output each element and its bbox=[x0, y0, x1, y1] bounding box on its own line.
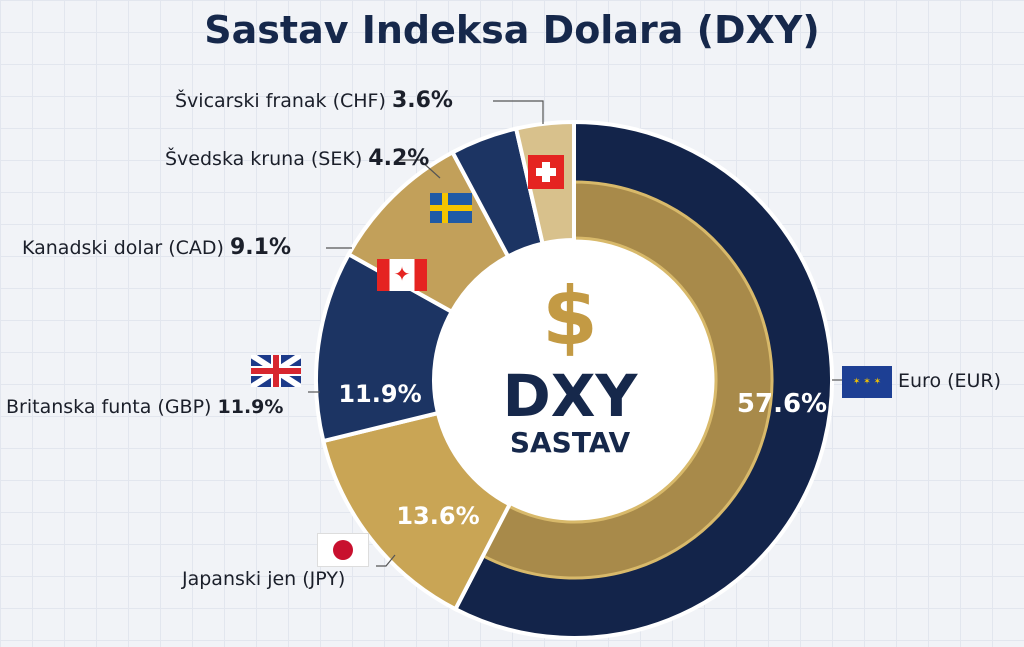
legend-label-gbp: Britanska funta (GBP) 11.9% bbox=[6, 396, 284, 418]
leader-line-jpy bbox=[376, 554, 396, 567]
japan-flag-icon bbox=[317, 533, 369, 567]
data-label-eur: 57.6% bbox=[737, 389, 827, 419]
legend-label-jpy: Japanski jen (JPY) bbox=[182, 568, 346, 590]
legend-label-chf: Švicarski franak (CHF) 3.6% bbox=[175, 88, 453, 113]
sweden-flag-icon bbox=[430, 193, 472, 223]
canada-flag-icon: ✦ bbox=[377, 259, 427, 291]
leader-line-chf bbox=[493, 100, 544, 124]
chart-title: Sastav Indeksa Dolara (DXY) bbox=[204, 8, 820, 52]
donut-hole bbox=[434, 240, 714, 520]
swiss-flag-icon bbox=[528, 155, 564, 189]
slice-eur-inner-ring bbox=[480, 180, 774, 580]
center-label-dxy: DXY bbox=[503, 362, 639, 430]
legend-label-sek: Švedska kruna (SEK) 4.2% bbox=[165, 146, 430, 171]
data-label-jpy: 13.6% bbox=[396, 502, 479, 530]
eu-flag-icon: ✶ ✶ ✶ bbox=[842, 366, 892, 398]
data-label-gbp: 11.9% bbox=[338, 380, 421, 408]
legend-label-cad: Kanadski dolar (CAD) 9.1% bbox=[22, 235, 291, 260]
uk-flag-icon bbox=[251, 355, 301, 387]
center-label-sastav: SASTAV bbox=[510, 426, 631, 459]
legend-label-eur: Euro (EUR) bbox=[898, 370, 1002, 392]
leader-line-sek bbox=[400, 159, 441, 179]
dollar-icon: $ bbox=[542, 270, 598, 363]
